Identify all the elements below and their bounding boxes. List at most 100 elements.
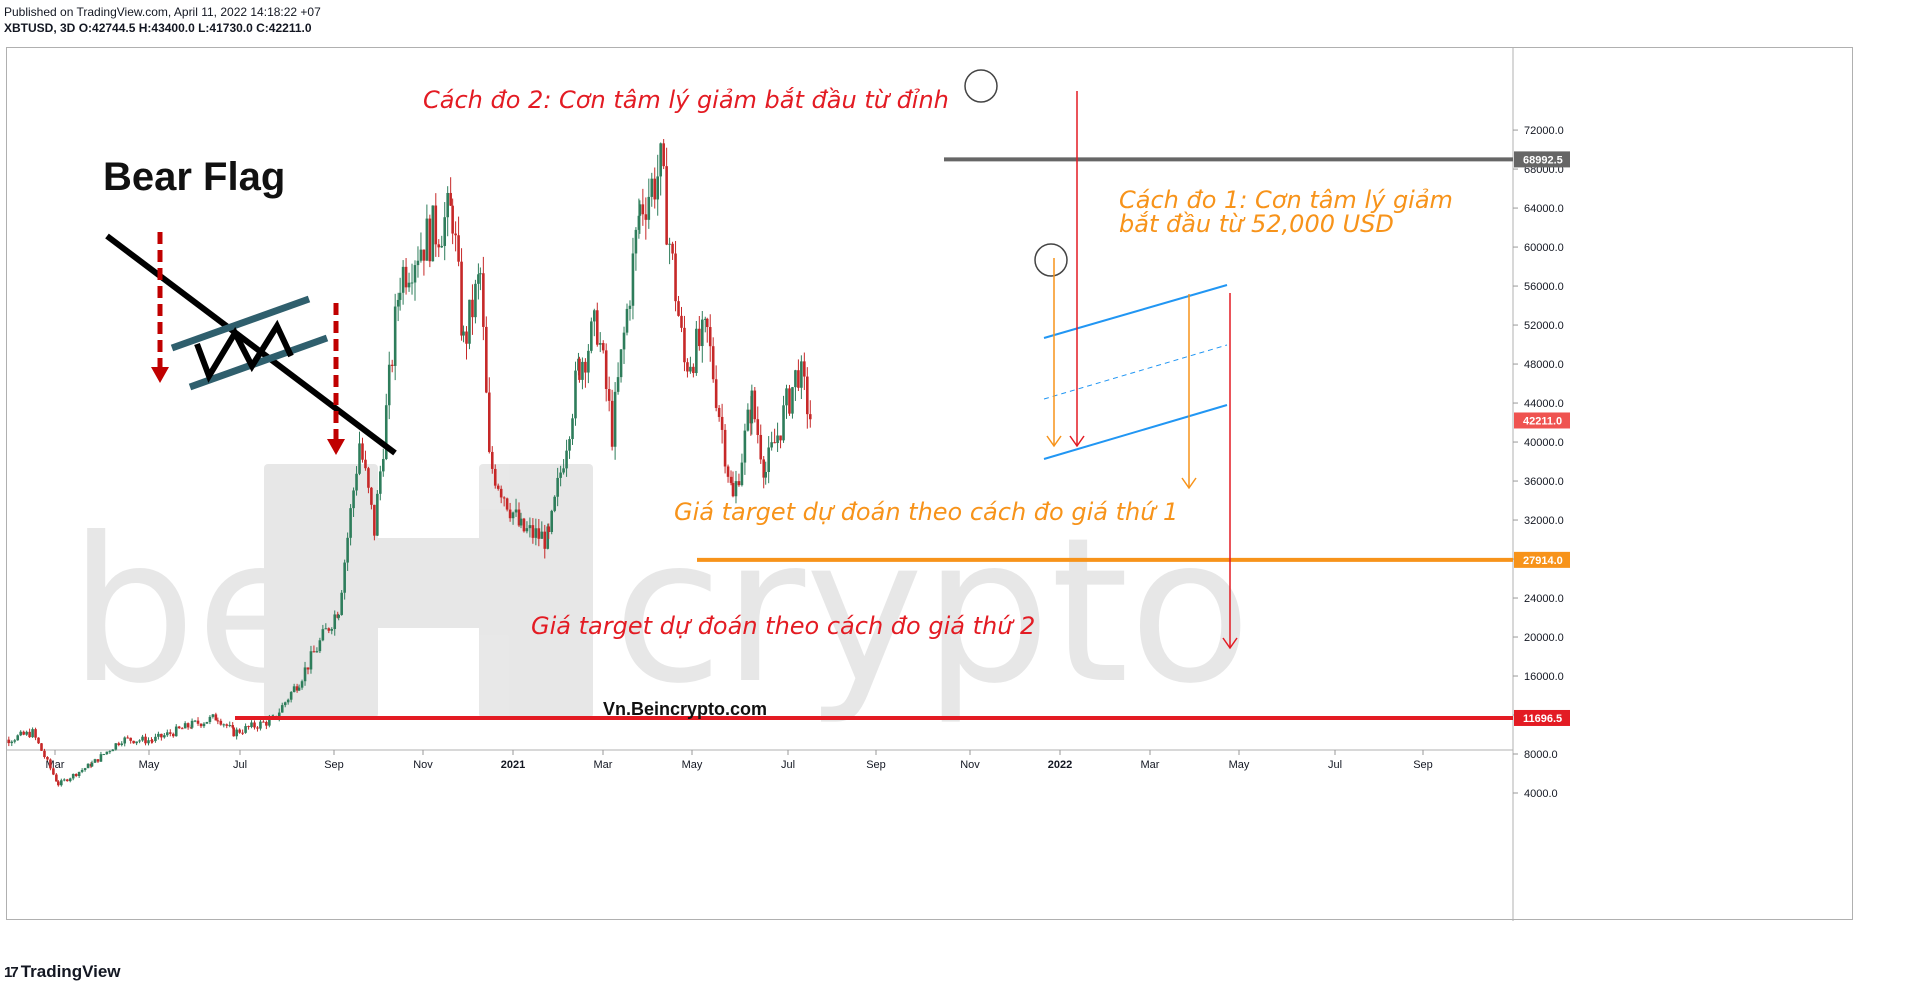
candle-body: [381, 459, 385, 472]
candle-body: [208, 716, 212, 722]
candle: [446, 186, 449, 237]
candle: [157, 731, 160, 740]
candle-body: [695, 328, 698, 374]
candle-body: [340, 592, 343, 615]
candle: [99, 751, 103, 762]
arrow-head: [1181, 477, 1197, 490]
candle-body: [163, 735, 166, 738]
orange-measure-arrow-2: [1181, 294, 1197, 490]
y-tick-label: 4000.0: [1524, 788, 1558, 800]
candle: [154, 733, 157, 743]
candle: [43, 748, 46, 759]
candle: [55, 773, 58, 782]
y-tick-label: 8000.0: [1524, 749, 1558, 761]
candle-body: [295, 686, 299, 691]
price-chart[interactable]: becrypto4000.08000.012000.016000.020000.…: [7, 48, 1854, 921]
candle-body: [514, 509, 518, 513]
candle: [731, 471, 735, 498]
watermark-bracket-right: [479, 464, 593, 718]
candle: [726, 464, 730, 483]
candle: [381, 448, 385, 477]
candle: [720, 403, 724, 444]
candle: [166, 729, 169, 737]
candle: [770, 431, 773, 451]
candle: [517, 502, 521, 528]
candle: [222, 723, 226, 728]
watermark-text-be: be: [69, 495, 319, 728]
candle: [534, 518, 538, 546]
candle-body: [324, 628, 328, 630]
y-tick-label: 64000.0: [1524, 203, 1564, 215]
candle-body: [219, 720, 223, 725]
candle-body: [43, 750, 46, 758]
candle: [373, 504, 376, 541]
candle: [407, 272, 411, 292]
candle-body: [96, 759, 100, 762]
candle-body: [247, 726, 250, 728]
candle: [265, 720, 268, 730]
candle: [479, 267, 482, 291]
candle-body: [601, 343, 605, 351]
candle-body: [303, 667, 307, 682]
candle-body: [355, 473, 358, 491]
price-label-text: 11696.5: [1523, 713, 1562, 725]
candle: [598, 332, 602, 353]
candle: [493, 464, 497, 489]
x-tick-label: May: [1229, 759, 1250, 771]
candle-body: [396, 299, 400, 307]
candle-body: [543, 531, 547, 549]
candle-body: [767, 447, 770, 473]
candle: [797, 359, 800, 392]
candle: [578, 356, 581, 383]
price-label-box: [1514, 151, 1570, 168]
candle-body: [211, 714, 215, 717]
candle: [105, 751, 109, 756]
candle: [120, 741, 124, 747]
candle-body: [593, 310, 596, 322]
candle-body: [168, 732, 172, 734]
candle: [367, 466, 370, 494]
candle: [333, 610, 337, 636]
candle: [315, 647, 319, 653]
candle: [28, 728, 31, 738]
chart-frame[interactable]: becrypto4000.08000.012000.016000.020000.…: [6, 47, 1854, 921]
candle-body: [578, 358, 581, 380]
candle: [756, 406, 760, 444]
candle-body: [462, 331, 465, 336]
candle-body: [292, 686, 296, 693]
candle: [556, 467, 559, 507]
candle-body: [147, 740, 150, 744]
candle: [343, 559, 346, 600]
candle-body: [708, 327, 712, 347]
candle-body: [177, 726, 181, 729]
candle: [376, 490, 379, 536]
candle-body: [297, 687, 301, 691]
candle-body: [343, 562, 346, 593]
candle-body: [277, 712, 281, 719]
candle-body: [410, 282, 414, 284]
candle: [616, 362, 620, 395]
candle-body: [622, 332, 626, 350]
candle-body: [7, 739, 11, 744]
candle: [631, 237, 635, 320]
candle: [460, 248, 463, 341]
candle: [208, 715, 212, 725]
candle-body: [373, 504, 376, 536]
candle-body: [485, 326, 488, 393]
candle: [656, 154, 660, 216]
candle-body: [574, 370, 577, 419]
candle: [387, 351, 391, 420]
candle-body: [773, 442, 776, 444]
red-measure-arrow-1: [1069, 91, 1085, 448]
candle: [393, 293, 397, 381]
tradingview-brand[interactable]: 17 TradingView: [4, 962, 121, 982]
candle: [183, 721, 187, 729]
candle-body: [659, 143, 662, 177]
candle-body: [477, 274, 480, 284]
candle-body: [404, 266, 408, 288]
candle-body: [703, 318, 707, 320]
candle: [584, 358, 587, 388]
candle: [262, 720, 265, 723]
candle: [327, 627, 331, 634]
candle: [574, 361, 577, 426]
